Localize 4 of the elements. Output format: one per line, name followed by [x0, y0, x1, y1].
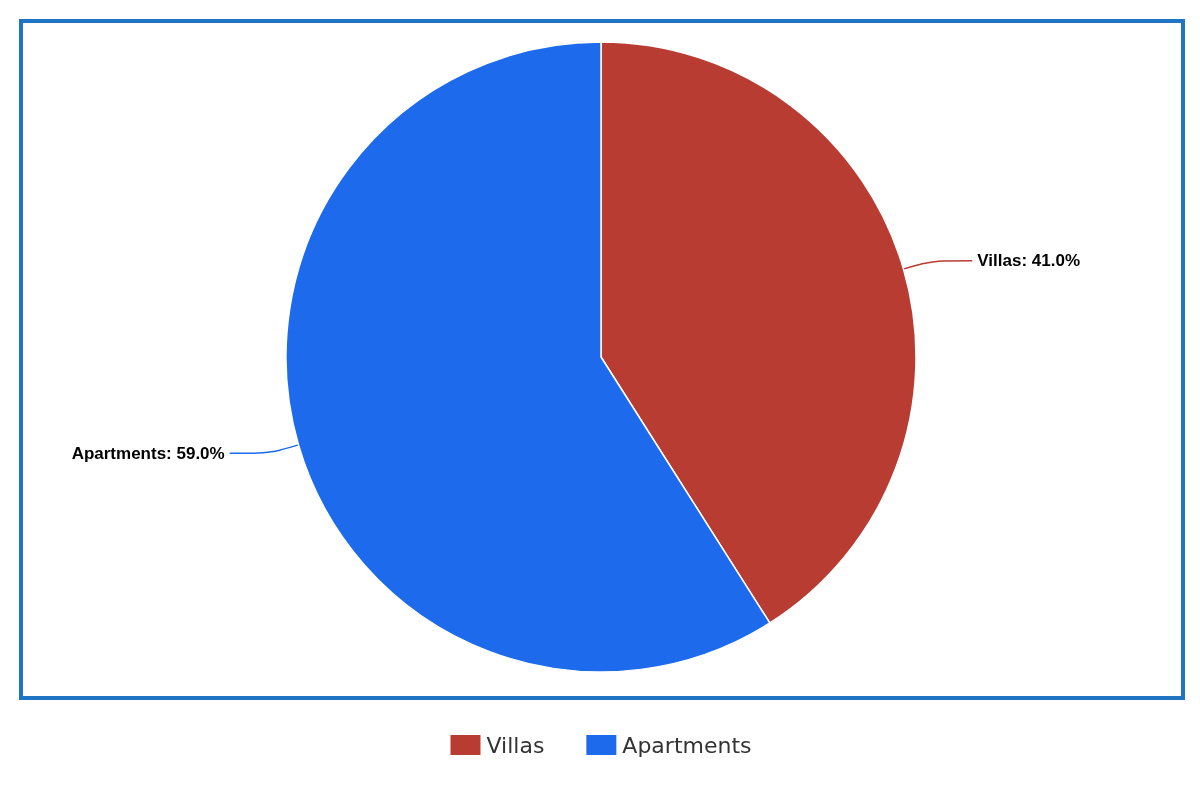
data-label: Villas: 41.0%	[977, 251, 1080, 271]
legend-label: Villas	[486, 732, 545, 758]
data-label: Apartments: 59.0%	[71, 443, 225, 463]
legend-label: Apartments	[622, 732, 752, 758]
